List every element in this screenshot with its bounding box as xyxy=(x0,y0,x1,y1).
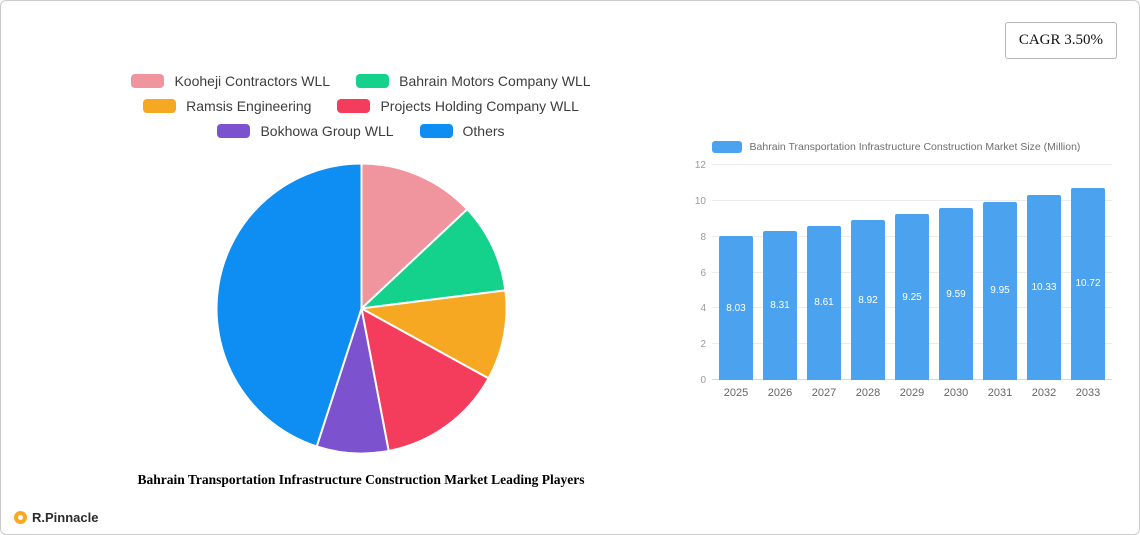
bar-value-label: 8.92 xyxy=(858,294,878,306)
bar-slot: 8.03 xyxy=(714,236,758,380)
bar-slot: 8.31 xyxy=(758,231,802,380)
bar[interactable]: 9.59 xyxy=(939,208,973,380)
bar[interactable]: 8.03 xyxy=(719,236,753,380)
bar[interactable]: 9.95 xyxy=(983,201,1017,380)
bar-slot: 8.61 xyxy=(802,225,846,380)
bar-plot-area: 8.03 8.31 8.61 8.92 9.25 9.59 9.95 10.33 10.72 0… xyxy=(695,160,1112,386)
y-axis-label: 12 xyxy=(694,160,706,171)
pie-slice[interactable] xyxy=(360,162,469,311)
gridline xyxy=(712,164,1112,165)
pie-legend: Kooheji Contractors WLL Bahrain Motors Co… xyxy=(81,73,641,139)
legend-swatch-icon xyxy=(131,74,165,88)
bar-value-label: 8.03 xyxy=(726,302,746,314)
x-axis-label: 2027 xyxy=(811,387,837,399)
bar-slot: 9.59 xyxy=(934,208,978,380)
bar-legend-swatch-icon xyxy=(711,141,742,153)
pie-legend-item[interactable]: Kooheji Contractors WLL xyxy=(131,73,330,89)
bar-value-label: 10.72 xyxy=(1075,278,1101,290)
y-axis-label: 2 xyxy=(700,339,706,351)
gridline xyxy=(712,199,1112,201)
y-axis-label: 6 xyxy=(700,267,706,279)
x-axis-label: 2028 xyxy=(855,387,881,399)
legend-swatch-icon xyxy=(356,74,390,88)
bar[interactable]: 10.33 xyxy=(1027,194,1061,380)
bar-chart: 8.03 8.31 8.61 8.92 9.25 9.59 9.95 10.33 10.72 0… xyxy=(695,160,1112,399)
bar-chart-section: Bahrain Transportation Infrastructure Co… xyxy=(676,1,1126,534)
bars-container: 8.03 8.31 8.61 8.92 9.25 9.59 9.95 10.33 10.72 xyxy=(712,165,1112,380)
pie-legend-item[interactable]: Projects Holding Company WLL xyxy=(337,98,579,114)
y-axis-label: 4 xyxy=(700,303,706,315)
pie-slice[interactable] xyxy=(359,306,490,453)
bar[interactable]: 9.25 xyxy=(895,214,929,380)
legend-label: Bahrain Motors Company WLL xyxy=(399,73,591,89)
legend-label: Projects Holding Company WLL xyxy=(380,98,579,114)
x-axis-label: 2031 xyxy=(987,387,1013,399)
bar-value-label: 9.25 xyxy=(902,291,922,303)
x-axis-label: 2025 xyxy=(723,387,749,399)
bar-value-label: 8.31 xyxy=(770,300,790,312)
pie-slice[interactable] xyxy=(358,207,506,310)
y-axis-label: 0 xyxy=(700,375,706,386)
legend-swatch-icon xyxy=(217,124,251,138)
legend-label: Kooheji Contractors WLL xyxy=(174,73,331,89)
y-axis-label: 8 xyxy=(700,231,706,243)
pie-chart xyxy=(215,162,508,455)
legend-label: Ramsis Engineering xyxy=(186,98,312,114)
pie-legend-item[interactable]: Bahrain Motors Company WLL xyxy=(356,73,591,89)
cagr-badge: CAGR 3.50% xyxy=(1004,22,1117,59)
x-axis-label: 2029 xyxy=(899,387,925,399)
legend-swatch-icon xyxy=(143,99,177,113)
brand-name: R.Pinnacle xyxy=(32,510,99,525)
bar[interactable]: 8.31 xyxy=(763,231,797,380)
bar-value-label: 9.59 xyxy=(946,288,966,300)
cagr-label: CAGR 3.50% xyxy=(1018,32,1103,48)
legend-label: Bokhowa Group WLL xyxy=(260,123,394,139)
bar-slot: 8.92 xyxy=(846,220,890,380)
x-axis-label: 2026 xyxy=(767,387,793,399)
brand-footer: R.Pinnacle xyxy=(14,510,98,525)
y-axis-label: 10 xyxy=(694,195,706,207)
bar-slot: 10.33 xyxy=(1022,194,1066,380)
pie-chart-title: Bahrain Transportation Infrastructure Co… xyxy=(137,472,585,487)
brand-logo-icon xyxy=(14,511,27,524)
bar[interactable]: 10.72 xyxy=(1071,187,1105,380)
bar-slot: 9.25 xyxy=(890,214,934,380)
bar-slot: 9.95 xyxy=(978,201,1022,380)
bar-slot: 10.72 xyxy=(1066,187,1110,380)
bar-legend[interactable]: Bahrain Transportation Infrastructure Co… xyxy=(676,141,1116,153)
x-axis: 2025 2026 2027 2028 2029 2030 2031 2032 2033 xyxy=(712,387,1112,399)
bar[interactable]: 8.61 xyxy=(807,225,841,380)
pie-legend-item[interactable]: Others xyxy=(419,123,505,139)
pie-chart-section: Kooheji Contractors WLL Bahrain Motors Co… xyxy=(46,1,676,534)
legend-label: Others xyxy=(462,123,505,139)
bar-value-label: 10.33 xyxy=(1031,281,1057,293)
bar-value-label: 8.61 xyxy=(814,297,834,309)
pie-legend-item[interactable]: Bokhowa Group WLL xyxy=(217,123,394,139)
legend-swatch-icon xyxy=(419,124,453,138)
bar-value-label: 9.95 xyxy=(990,285,1010,297)
legend-swatch-icon xyxy=(337,99,371,113)
pie-slice[interactable] xyxy=(215,162,362,448)
x-axis-label: 2032 xyxy=(1031,387,1057,399)
bar-legend-label: Bahrain Transportation Infrastructure Co… xyxy=(749,141,1081,153)
pie-slice[interactable] xyxy=(357,289,508,380)
pie-legend-item[interactable]: Ramsis Engineering xyxy=(143,98,311,114)
bar[interactable]: 8.92 xyxy=(851,220,885,380)
x-axis-label: 2030 xyxy=(943,387,969,399)
x-axis-label: 2033 xyxy=(1075,387,1101,399)
